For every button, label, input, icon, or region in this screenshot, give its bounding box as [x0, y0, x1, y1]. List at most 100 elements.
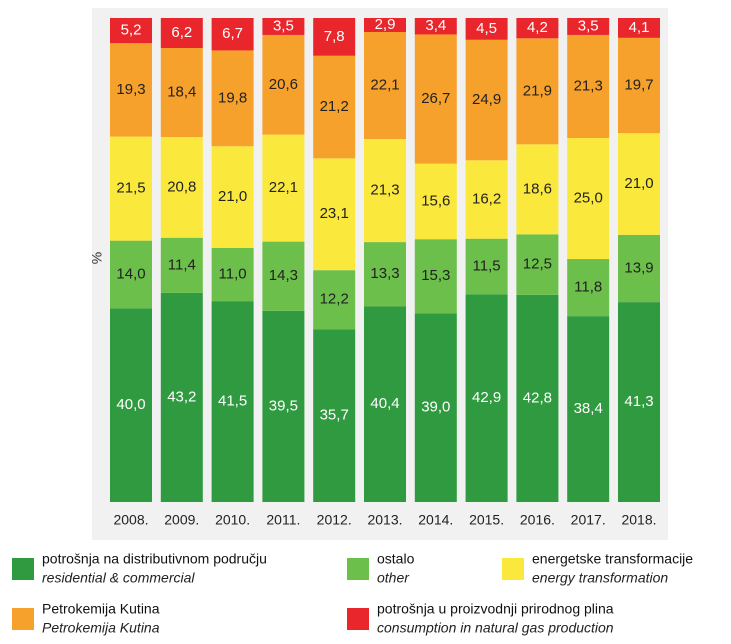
bar-segment [414, 18, 457, 35]
bar-segment [211, 18, 254, 51]
value-label: 20,8 [167, 178, 196, 195]
value-label: 15,6 [421, 192, 450, 209]
legend-label: energetske transformacije [532, 551, 693, 567]
bar-segment [313, 329, 356, 502]
bar-segment [110, 240, 152, 309]
value-label: 3,5 [273, 17, 294, 34]
value-label: 43,2 [167, 388, 196, 405]
value-label: 7,8 [324, 28, 345, 45]
bar-segment [364, 139, 406, 243]
bar-segment [516, 18, 559, 39]
bar-segment [211, 50, 254, 147]
bar-segment [160, 292, 203, 502]
value-label: 20,6 [269, 76, 298, 93]
x-tick-label: 2014. [418, 512, 453, 528]
value-label: 22,1 [269, 179, 298, 196]
x-tick-label: 2013. [367, 512, 402, 528]
bar-segment [110, 18, 152, 44]
bar-segment [414, 34, 457, 164]
bar-segment [465, 18, 508, 40]
value-label: 25,0 [574, 190, 603, 207]
legend-label: potrošnja u proizvodnji prirodnog plina [377, 601, 614, 617]
x-tick-label: 2017. [571, 512, 606, 528]
value-label: 15,3 [421, 267, 450, 284]
value-label: 5,2 [121, 22, 142, 39]
bar-segment [465, 238, 508, 295]
value-label: 13,3 [370, 265, 399, 282]
y-axis-label: % [89, 252, 105, 264]
x-tick-label: 2011. [266, 512, 300, 528]
value-label: 39,0 [421, 399, 450, 416]
value-label: 2,9 [375, 16, 396, 33]
value-label: 18,6 [523, 180, 552, 197]
legend-swatch [347, 558, 369, 580]
value-label: 12,5 [523, 256, 552, 273]
value-label: 24,9 [472, 91, 501, 108]
bar-segment [364, 32, 406, 140]
bar-segment [110, 308, 152, 502]
bar-segment [160, 48, 203, 138]
bar-segment [516, 38, 559, 145]
bar-segment [516, 234, 559, 295]
bar-segment [211, 146, 254, 248]
value-label: 39,5 [269, 397, 298, 414]
value-label: 6,7 [222, 25, 243, 42]
value-label: 4,5 [476, 20, 497, 37]
value-label: 12,2 [320, 291, 349, 308]
bar-segment [160, 137, 203, 238]
bar-segment [313, 270, 356, 330]
bar-segment [313, 18, 356, 56]
value-label: 38,4 [574, 400, 603, 417]
bar-segment [516, 144, 559, 235]
bar-segment [110, 136, 152, 241]
legend-swatch [12, 558, 34, 580]
legend-label-en: residential & commercial [42, 570, 195, 586]
value-label: 21,3 [370, 182, 399, 199]
bar-segment [414, 239, 457, 314]
bar-segment [567, 138, 610, 260]
value-label: 11,0 [219, 265, 247, 282]
x-tick-label: 2009. [164, 512, 199, 528]
value-label: 42,9 [472, 389, 501, 406]
bar-segment [211, 301, 254, 502]
bar-segment [313, 55, 356, 159]
x-tick-label: 2012. [317, 512, 352, 528]
bar-segment [211, 247, 254, 302]
bar-segment [160, 237, 203, 293]
value-label: 16,2 [472, 190, 501, 207]
bar-segment [465, 160, 508, 239]
bar-segment [262, 18, 305, 35]
legend-label: potrošnja na distributivnom području [42, 551, 267, 567]
bar-segment [618, 133, 660, 235]
value-label: 21,2 [320, 98, 349, 115]
value-label: 19,7 [624, 76, 653, 93]
value-label: 22,1 [370, 76, 399, 93]
legend-label: Petrokemija Kutina [42, 601, 160, 617]
bar-segment [618, 18, 660, 38]
bar-segment [364, 242, 406, 307]
value-label: 3,4 [425, 17, 446, 34]
x-tick-label: 2010. [215, 512, 250, 528]
x-tick-label: 2015. [469, 512, 504, 528]
bar-segment [364, 18, 406, 33]
value-label: 40,0 [116, 396, 145, 413]
value-label: 13,9 [624, 259, 653, 276]
bar-segment [567, 259, 610, 317]
x-tick-label: 2018. [621, 512, 656, 528]
bar-segment [516, 294, 559, 502]
legend-swatch [12, 608, 34, 630]
value-label: 14,0 [116, 265, 145, 282]
value-label: 19,3 [116, 81, 145, 98]
legend-swatch [347, 608, 369, 630]
bar-segment [618, 234, 660, 303]
bar-segment [414, 163, 457, 240]
bar-segment [110, 43, 152, 137]
bar-segment [262, 34, 305, 135]
bar-segment [313, 158, 356, 271]
value-label: 42,8 [523, 389, 552, 406]
value-label: 14,3 [269, 267, 298, 284]
legend-label-en: other [377, 570, 410, 586]
bar-segment [364, 306, 406, 502]
bar-segment [262, 134, 305, 242]
